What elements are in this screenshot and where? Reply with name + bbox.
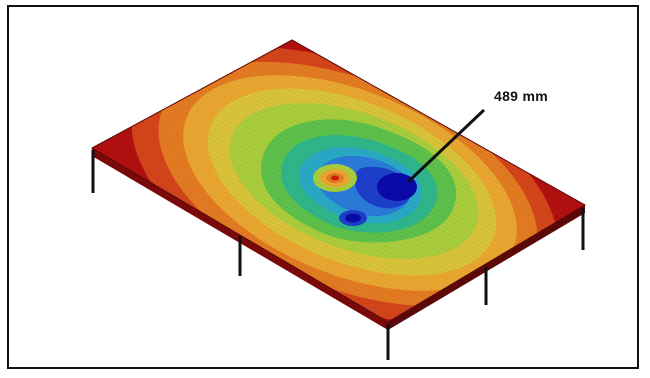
- callout-leader: [406, 108, 486, 184]
- plate-top: [92, 40, 585, 322]
- plate-outline: [90, 39, 586, 323]
- deflection-value-label: 489 mm: [494, 88, 548, 104]
- front-columns: [91, 150, 585, 360]
- mesh-overlay: [92, 40, 585, 322]
